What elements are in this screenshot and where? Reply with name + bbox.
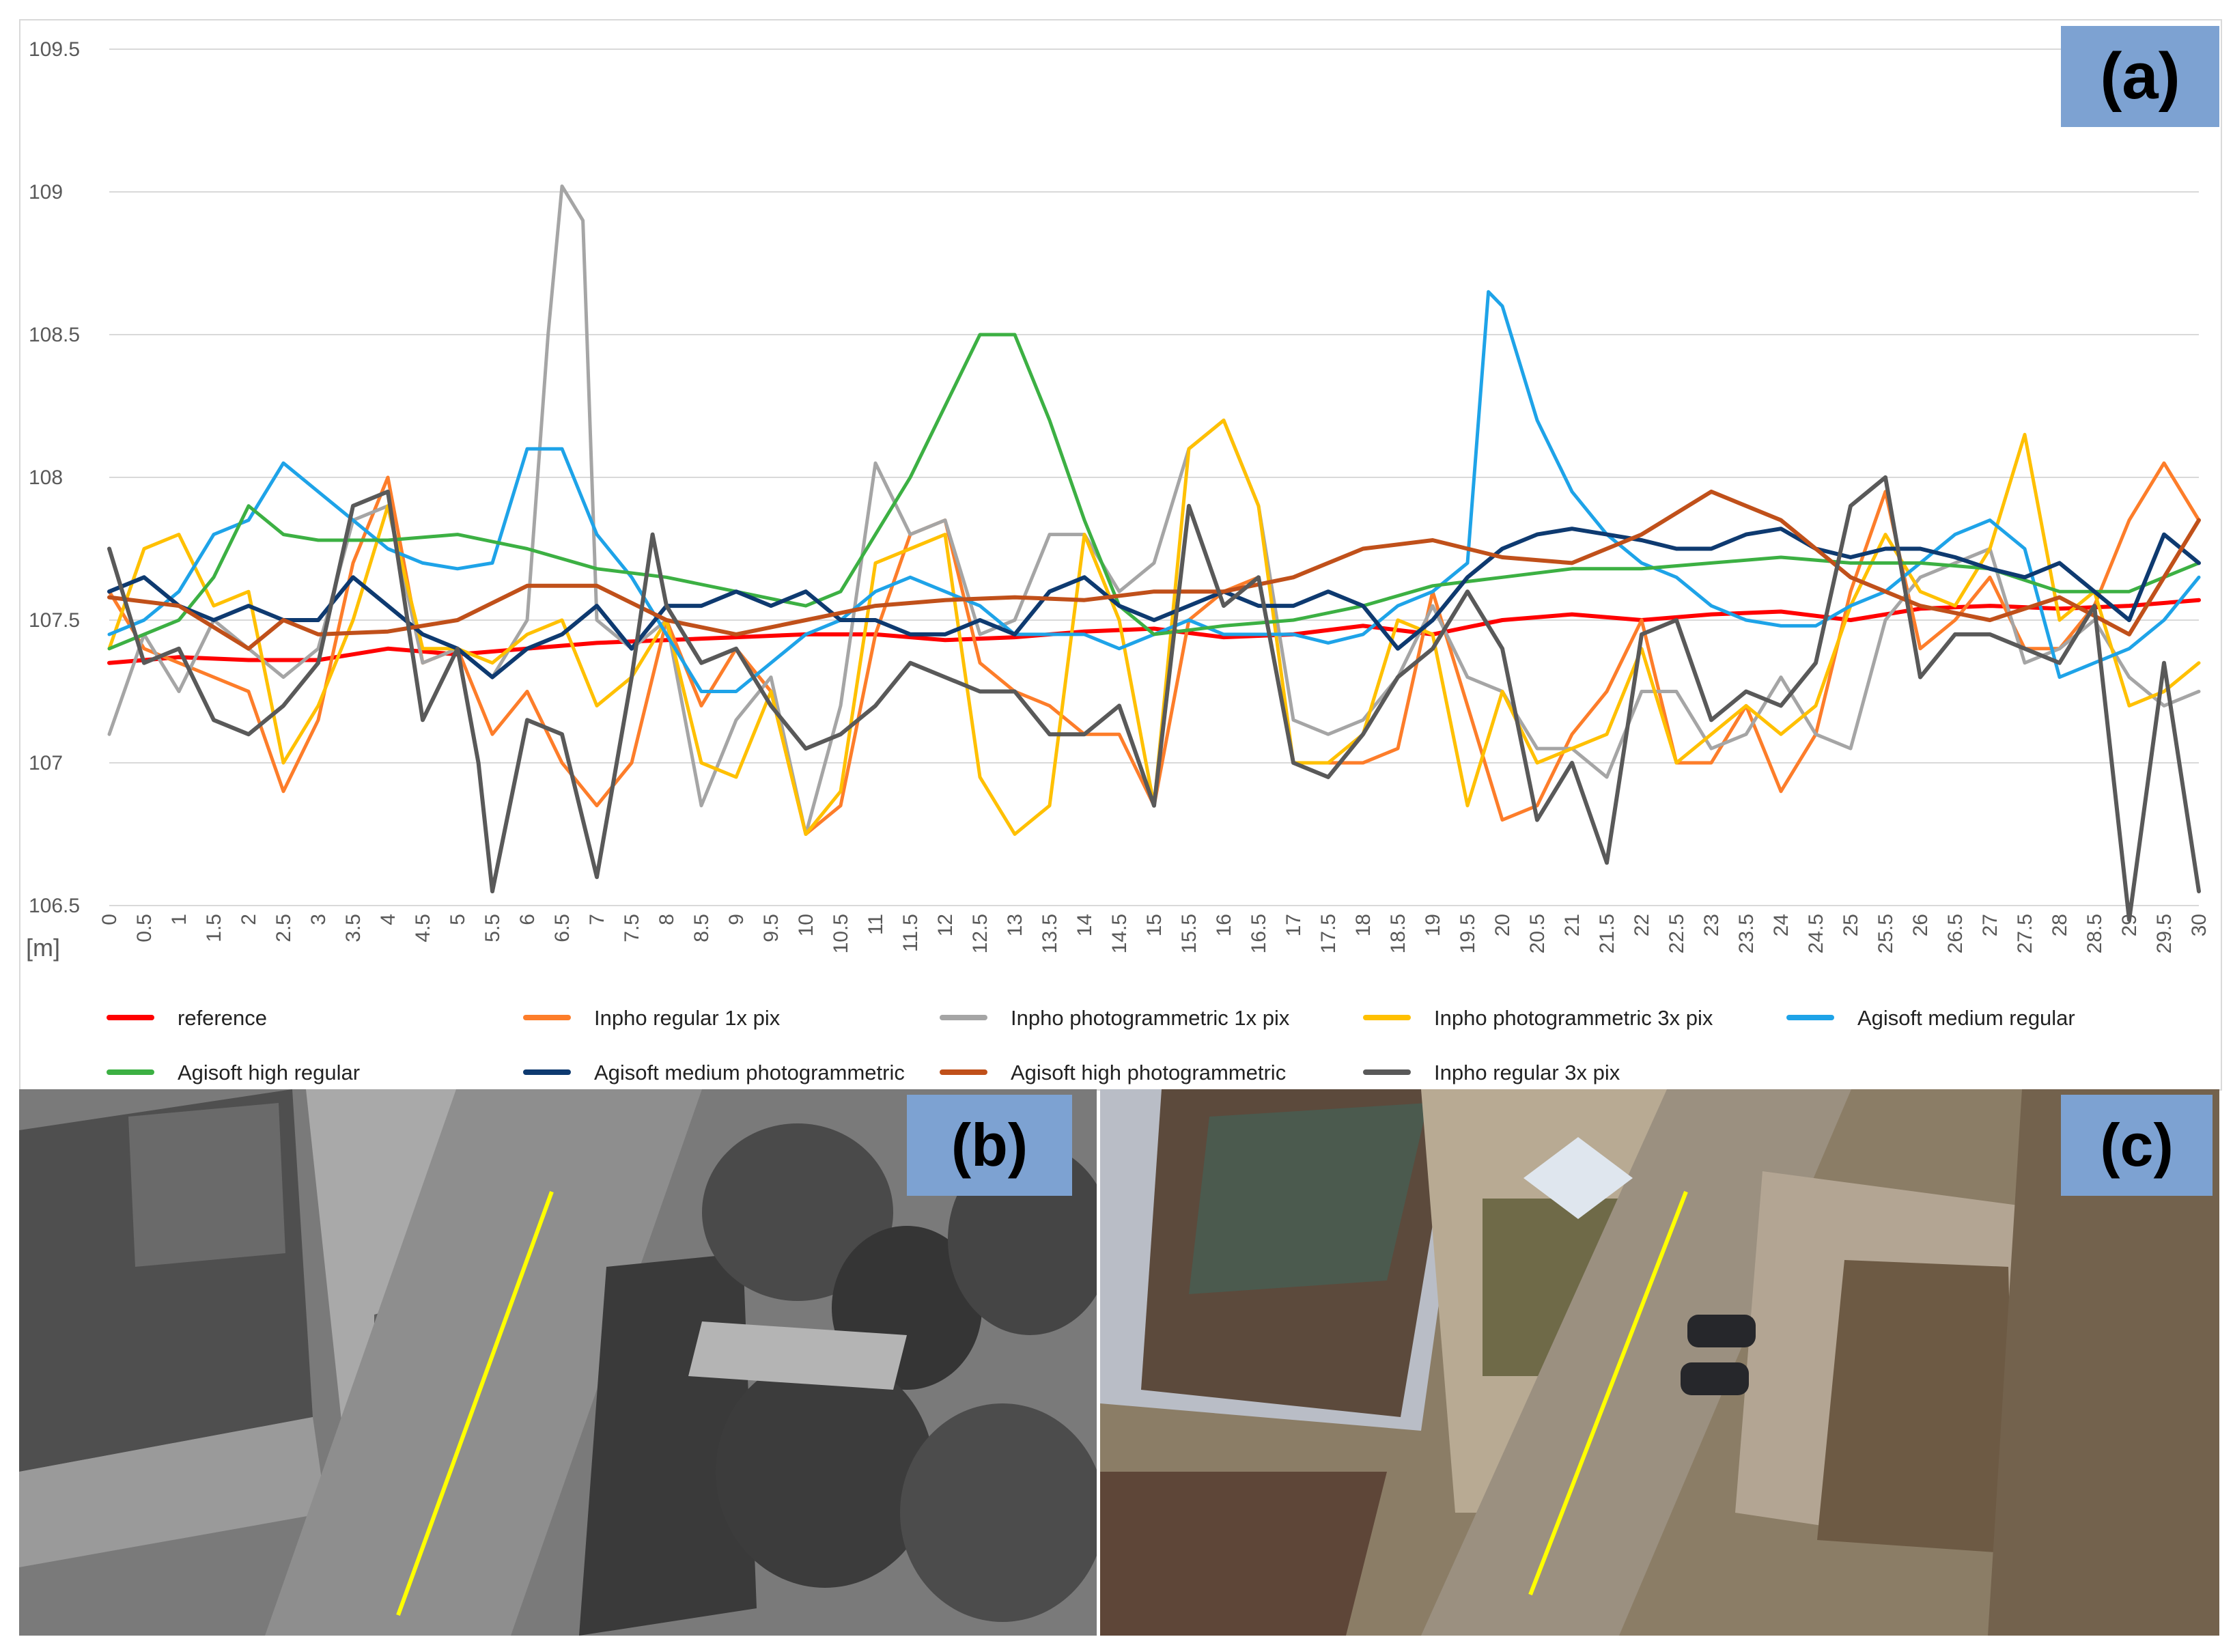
x-tick-label: 2 xyxy=(238,914,260,925)
x-tick-label: 4.5 xyxy=(412,914,434,942)
legend-label: Agisoft medium regular xyxy=(1857,1006,2075,1030)
x-tick-label: 10 xyxy=(795,914,817,936)
x-tick-label: 23 xyxy=(1700,914,1723,936)
x-tick-label: 20.5 xyxy=(1526,914,1549,953)
x-axis-label: [m] xyxy=(26,934,60,962)
x-tick-label: 30 xyxy=(2188,914,2210,936)
x-tick-label: 8 xyxy=(656,914,678,925)
panel-label-c: (c) xyxy=(2061,1095,2213,1196)
x-tick-label: 14.5 xyxy=(1108,914,1131,953)
y-tick-label: 107 xyxy=(29,752,63,774)
x-tick-label: 27 xyxy=(1979,914,2002,936)
x-tick-label: 13.5 xyxy=(1039,914,1061,953)
x-tick-label: 11.5 xyxy=(899,914,922,952)
x-tick-label: 25 xyxy=(1840,914,1862,936)
series-line-0 xyxy=(107,598,2201,665)
aerial-image-c: (c) xyxy=(1100,1089,2219,1636)
chart-panel-a: 109.5 109 108.5 108 107.5 107 106.5 0 0.5 1 1.5 2 2.… xyxy=(19,19,2222,1091)
x-tick-label: 0.5 xyxy=(133,914,156,942)
x-tick-label: 17.5 xyxy=(1317,914,1340,953)
series-line-2 xyxy=(107,184,2201,836)
x-tick-label: 19.5 xyxy=(1457,914,1479,953)
x-tick-label: 15.5 xyxy=(1178,914,1200,953)
x-tick-label: 22 xyxy=(1631,914,1653,936)
x-tick-label: 6.5 xyxy=(551,914,574,942)
x-tick-label: 24 xyxy=(1770,914,1793,936)
legend-label: Agisoft medium photogrammetric xyxy=(594,1061,905,1084)
x-tick-label: 28 xyxy=(2049,914,2071,936)
x-tick-label: 26.5 xyxy=(1944,914,1967,953)
panel-label-a: (a) xyxy=(2061,26,2219,127)
x-tick-label: 8.5 xyxy=(690,914,713,942)
x-tick-label: 18.5 xyxy=(1387,914,1409,953)
x-tick-label: 22.5 xyxy=(1666,914,1688,953)
legend-label: Inpho photogrammetric 1x pix xyxy=(1011,1006,1290,1030)
x-tick-label: 27.5 xyxy=(2014,914,2036,953)
x-tick-label: 10.5 xyxy=(830,914,852,953)
legend-label: Agisoft high photogrammetric xyxy=(1011,1061,1286,1084)
x-tick-label: 6 xyxy=(516,914,539,925)
series-line-5 xyxy=(107,333,2201,651)
x-tick-label: 3 xyxy=(307,914,330,925)
x-tick-label: 21 xyxy=(1561,914,1584,936)
x-tick-label: 11 xyxy=(865,914,887,935)
x-tick-label: 18 xyxy=(1352,914,1375,936)
x-tick-label: 12 xyxy=(934,914,957,936)
x-tick-label: 16 xyxy=(1213,914,1235,936)
y-tick-label: 107.5 xyxy=(29,609,80,632)
legend-label: Agisoft high regular xyxy=(178,1061,360,1084)
x-tick-label: 15 xyxy=(1143,914,1166,936)
x-tick-label: 26 xyxy=(1909,914,1932,936)
x-tick-label: 1 xyxy=(168,914,191,925)
legend-label: Inpho regular 3x pix xyxy=(1434,1061,1620,1084)
x-tick-label: 9.5 xyxy=(760,914,783,942)
x-tick-label: 0 xyxy=(98,914,121,925)
x-tick-label: 25.5 xyxy=(1874,914,1897,953)
legend-label: Inpho photogrammetric 3x pix xyxy=(1434,1006,1713,1030)
x-tick-label: 4 xyxy=(377,914,399,925)
legend-label: Inpho regular 1x pix xyxy=(594,1006,781,1030)
x-tick-label: 19 xyxy=(1422,914,1444,936)
x-tick-label: 21.5 xyxy=(1596,914,1618,953)
y-tick-label: 106.5 xyxy=(29,895,80,917)
y-tick-label: 108.5 xyxy=(29,324,80,346)
series-line-8 xyxy=(107,475,2201,922)
x-tick-label: 7 xyxy=(586,914,608,925)
x-tick-label: 9 xyxy=(725,914,748,925)
x-tick-label: 23.5 xyxy=(1735,914,1758,953)
y-tick-label: 108 xyxy=(29,466,63,489)
x-tick-label: 29.5 xyxy=(2153,914,2176,953)
x-tick-label: 16.5 xyxy=(1248,914,1270,953)
series-line-4 xyxy=(107,290,2201,693)
x-tick-label: 5 xyxy=(447,914,469,925)
panel-label-b: (b) xyxy=(907,1095,1072,1196)
x-tick-label: 17 xyxy=(1282,914,1305,936)
y-tick-label: 109 xyxy=(29,181,63,204)
x-tick-label: 5.5 xyxy=(481,914,504,942)
x-tick-label: 14 xyxy=(1073,914,1096,936)
x-tick-label: 28.5 xyxy=(2083,914,2106,953)
x-tick-label: 3.5 xyxy=(342,914,365,942)
series-line-7 xyxy=(107,489,2201,651)
x-tick-label: 20 xyxy=(1491,914,1514,936)
x-tick-label: 1.5 xyxy=(203,914,225,942)
legend-label: reference xyxy=(178,1006,267,1030)
x-tick-label: 2.5 xyxy=(272,914,295,942)
aerial-image-b: (b) xyxy=(19,1089,1097,1636)
x-tick-label: 7.5 xyxy=(621,914,643,942)
x-tick-label: 12.5 xyxy=(969,914,992,953)
x-tick-label: 13 xyxy=(1004,914,1026,936)
x-tick-label: 24.5 xyxy=(1805,914,1827,953)
y-tick-label: 109.5 xyxy=(29,38,80,61)
